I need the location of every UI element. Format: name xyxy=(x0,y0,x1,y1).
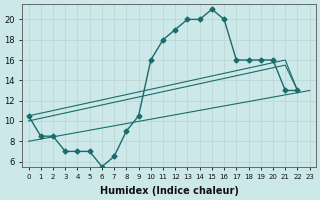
X-axis label: Humidex (Indice chaleur): Humidex (Indice chaleur) xyxy=(100,186,239,196)
